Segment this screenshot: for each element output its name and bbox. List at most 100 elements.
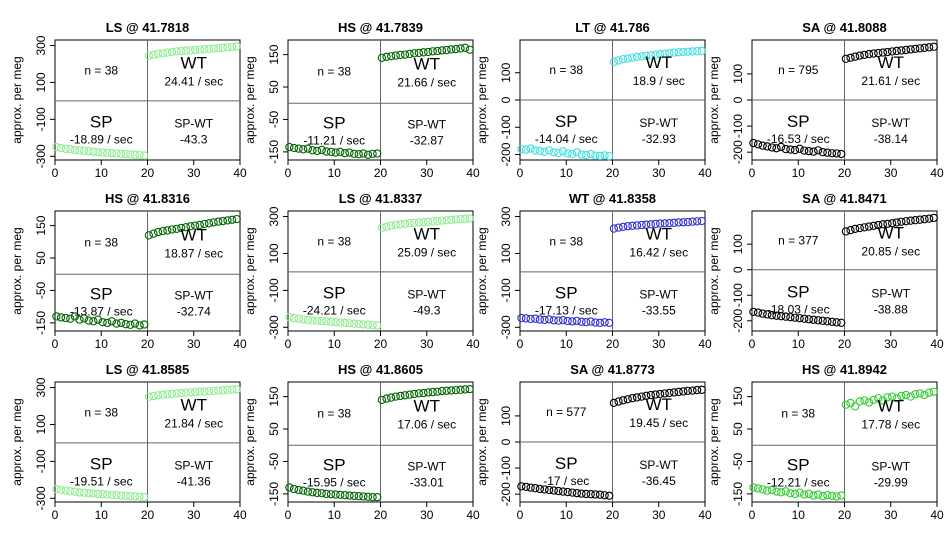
panel-5-sp-point bbox=[135, 321, 144, 330]
panel-6-sp-point bbox=[373, 321, 382, 330]
panel-1-sp-point bbox=[52, 142, 61, 152]
panel-7-wt-point bbox=[618, 222, 628, 232]
panel-6-sp-point bbox=[354, 319, 363, 329]
panel-2-wt-point bbox=[419, 48, 428, 57]
panel-10-sp-point bbox=[373, 492, 382, 502]
panel-9-sp-point bbox=[70, 487, 80, 496]
panel-4-ylabel: approx. per meg bbox=[707, 56, 721, 143]
panel-3-wt-rate: 18.9 / sec bbox=[633, 74, 685, 88]
panel-9-ytick-label: -300 bbox=[34, 486, 48, 510]
panel-10-sp-point bbox=[299, 486, 308, 495]
panel-6-wt-rate: 25.09 / sec bbox=[397, 245, 456, 259]
panel-6-sp-point bbox=[308, 316, 317, 325]
panel-10-xtick-label: 20 bbox=[374, 508, 388, 522]
panel-5-xtick-label: 20 bbox=[141, 337, 155, 351]
panel-7-sp-point bbox=[558, 315, 568, 325]
panel-4-wt-point bbox=[906, 45, 915, 54]
panel-9-wt-point bbox=[177, 388, 186, 398]
panel-1-wt-point bbox=[209, 44, 218, 53]
panel-1-ytick-label: -300 bbox=[34, 144, 48, 168]
panel-1-wt-point bbox=[153, 49, 163, 58]
panel-11-sp-point bbox=[521, 482, 531, 492]
panel-12-sp-point bbox=[776, 488, 786, 497]
panel-2-ytick-label: -50 bbox=[267, 110, 281, 128]
panel-10-wt-point bbox=[414, 389, 424, 398]
panel-9-sp-point bbox=[93, 489, 103, 499]
panel-9-wt-point bbox=[163, 390, 172, 399]
panel-7-title: WT @ 41.8358 bbox=[569, 191, 656, 206]
panel-11-spwt-value: -36.45 bbox=[642, 474, 676, 488]
panel-9-sp-point bbox=[61, 486, 70, 495]
panel-2-sp-point bbox=[322, 147, 331, 156]
panel-10-wt-label: WT bbox=[414, 397, 440, 416]
panel-3-sp-point bbox=[535, 146, 545, 156]
panel-3-wt-point bbox=[632, 52, 642, 62]
panel-1-wt-point bbox=[223, 43, 232, 52]
panel-4-sp-label: SP bbox=[787, 112, 810, 131]
panel-5-wt-point bbox=[181, 223, 191, 232]
panel-4-wt-point bbox=[929, 42, 938, 51]
panel-12-wt-point bbox=[860, 396, 869, 405]
panel-2-xtick-label: 20 bbox=[374, 166, 388, 180]
panel-12-sp-point bbox=[767, 485, 777, 495]
panel-6-sp-point bbox=[299, 315, 308, 324]
panel-6-ylabel: approx. per meg bbox=[243, 227, 257, 314]
panel-5-wt-point bbox=[232, 214, 241, 224]
panel-5-wt-point bbox=[227, 215, 237, 224]
panel-4-sp-point bbox=[804, 146, 814, 156]
panel-6-spwt-label: SP-WT bbox=[407, 287, 446, 301]
panel-10-wt-point bbox=[442, 386, 451, 395]
panel-7-wt-point bbox=[609, 224, 619, 233]
panel-4-wt-point bbox=[887, 47, 897, 56]
panel-4-wt-point bbox=[897, 46, 906, 55]
panel-1-sp-point bbox=[126, 150, 135, 159]
panel-2-sp-point bbox=[317, 145, 326, 155]
panel-3-sp-point bbox=[568, 149, 577, 159]
panel-5-wt-point bbox=[172, 224, 181, 233]
panel-6-wt-point bbox=[423, 217, 433, 226]
panel-2-sp-point bbox=[289, 143, 299, 153]
panel-2-wt-point bbox=[382, 52, 391, 62]
panel-7-sp-point bbox=[563, 316, 572, 326]
panel-3-wt-point bbox=[651, 50, 660, 59]
panel-5-sp-point bbox=[98, 318, 107, 327]
panel-6-wt-point bbox=[437, 216, 447, 225]
panel-6-wt-point bbox=[391, 220, 400, 229]
panel-1-wt-point bbox=[149, 50, 158, 59]
panel-7-wt-point bbox=[637, 220, 646, 230]
panel-9-wt-point bbox=[186, 388, 195, 397]
panel-2-sp-label: SP bbox=[323, 114, 346, 133]
panel-8-wt-point bbox=[915, 215, 925, 224]
panel-6-wt-point bbox=[433, 216, 442, 226]
panel-2-sp-point bbox=[363, 150, 373, 159]
panel-4-ytick-label: -100 bbox=[731, 114, 745, 138]
panel-5-sp-point bbox=[56, 313, 66, 322]
panel-8-wt-point bbox=[929, 213, 938, 223]
panel-1-ytick-label: 300 bbox=[34, 35, 48, 55]
panel-4-wt-point bbox=[841, 54, 851, 63]
panel-3-sp-point bbox=[544, 146, 554, 155]
panel-7-sp-point bbox=[531, 314, 540, 323]
panel-7-xtick-label: 10 bbox=[560, 337, 574, 351]
panel-1-wt-point bbox=[214, 43, 223, 53]
panel-8-sp-point bbox=[832, 318, 841, 327]
panel-8-wt-point bbox=[855, 223, 864, 233]
panel-7-sp-point bbox=[540, 315, 549, 325]
panel-10-sp-point bbox=[308, 488, 317, 497]
panel-10-wt-point bbox=[437, 386, 447, 396]
panel-11-sp-point bbox=[572, 488, 582, 498]
panel-4-sp-point bbox=[763, 142, 772, 151]
panel-6-wt-point bbox=[456, 214, 465, 224]
panel-8-sp-point bbox=[809, 315, 818, 324]
panel-5-sp-point bbox=[75, 315, 84, 324]
panel-6-xtick-label: 10 bbox=[328, 337, 342, 351]
panel-3-xtick-label: 0 bbox=[517, 166, 524, 180]
panel-10-sp-point bbox=[289, 484, 299, 494]
panel-2-wt-point bbox=[447, 45, 456, 54]
panel-7-ytick-label: -100 bbox=[499, 278, 513, 302]
panel-9-xtick-label: 40 bbox=[233, 508, 247, 522]
panel-9-ylabel: approx. per meg bbox=[10, 398, 24, 485]
panel-1-ytick-label: 100 bbox=[34, 72, 48, 92]
panel-11-sp-point bbox=[544, 485, 554, 495]
panel-3-sp-point bbox=[517, 144, 526, 154]
